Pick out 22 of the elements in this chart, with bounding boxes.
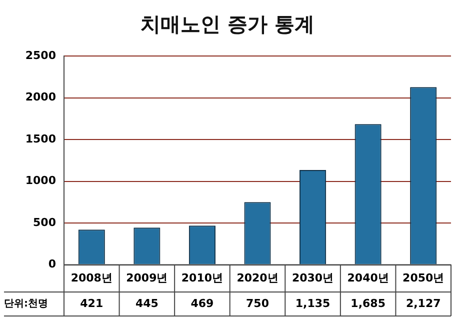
data-label: 421 xyxy=(80,296,104,310)
text: 단위:천명 xyxy=(4,298,48,310)
chart-title: 치매노인 증가 통계 xyxy=(140,12,314,36)
data-label: 469 xyxy=(190,296,214,310)
data-label: 2,127 xyxy=(406,296,441,310)
x-tick-label: 2050년 xyxy=(402,271,444,284)
x-tick-label: 2030년 xyxy=(292,271,334,284)
x-tick-label: 2010년 xyxy=(181,271,224,284)
y-tick-label: 2000 xyxy=(25,90,56,104)
data-label: 445 xyxy=(135,296,158,310)
x-tick-label: 2020년 xyxy=(236,271,278,284)
y-tick-label: 500 xyxy=(33,216,56,229)
data-label: 1,685 xyxy=(350,296,386,310)
x-tick-label: 2009년 xyxy=(126,271,168,284)
data-label: 1,135 xyxy=(295,296,330,310)
y-tick-label: 0 xyxy=(48,258,56,271)
y-tick-label: 2500 xyxy=(25,48,56,62)
data-label: 750 xyxy=(246,296,270,310)
y-tick-label: 1500 xyxy=(25,132,56,146)
y-tick-label: 1000 xyxy=(25,174,56,188)
x-tick-label: 2008년 xyxy=(70,271,112,284)
x-tick-label: 2040년 xyxy=(347,271,389,284)
